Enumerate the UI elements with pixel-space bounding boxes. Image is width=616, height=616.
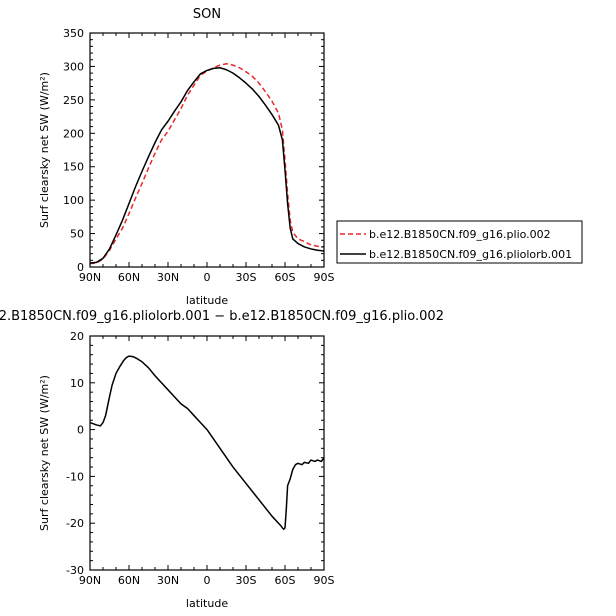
chart-top-xtick-label: 0: [204, 271, 211, 284]
chart-bottom-xtick-label: 90N: [79, 574, 101, 587]
legend: b.e12.B1850CN.f09_g16.plio.002 b.e12.B18…: [336, 220, 583, 264]
chart-bottom-xtick-label: 30S: [236, 574, 257, 587]
legend-box: [336, 220, 583, 264]
chart-bottom-ytick-label: 20: [70, 330, 84, 343]
chart-top-xtick-label: 90N: [79, 271, 101, 284]
chart-top-series-line-2: [89, 67, 325, 264]
chart-bottom-xtick-label: 60N: [118, 574, 140, 587]
chart-top-xtick-label: 60N: [118, 271, 140, 284]
chart-top: SON 90N 60N 30N 0 30S 60S 90S 0 50 100 150 200 250 30…: [38, 7, 583, 307]
chart-top-ytick-label: 250: [63, 94, 84, 107]
chart-bottom-title: b.e12.B1850CN.f09_g16.pliolorb.001 − b.e…: [0, 309, 444, 324]
chart-top-ytick-label: 150: [63, 161, 84, 174]
chart-top-xtick-label: 30N: [157, 271, 179, 284]
chart-bottom: b.e12.B1850CN.f09_g16.pliolorb.001 − b.e…: [0, 309, 444, 610]
legend-label-2: b.e12.B1850CN.f09_g16.pliolorb.001: [369, 248, 572, 261]
chart-top-ytick-label: 100: [63, 194, 84, 207]
chart-top-xtick-label: 90S: [314, 271, 335, 284]
chart-top-ytick-label: 200: [63, 127, 84, 140]
chart-bottom-xtick-label: 0: [204, 574, 211, 587]
chart-bottom-series-line-1: [89, 355, 325, 531]
chart-top-ytick-label: 0: [77, 261, 84, 274]
chart-top-ytick-label: 50: [70, 228, 84, 241]
chart-bottom-ytick-label: -20: [66, 517, 84, 530]
chart-top-ytick-label: 350: [63, 27, 84, 40]
chart-top-xlabel: latitude: [186, 294, 228, 307]
chart-top-xtick-label: 60S: [275, 271, 296, 284]
chart-bottom-ylabel: Surf clearsky net SW (W/m²): [38, 375, 51, 531]
chart-bottom-ytick-label: 10: [70, 377, 84, 390]
chart-bottom-ytick-label: -10: [66, 470, 84, 483]
chart-top-frame: [89, 32, 325, 268]
chart-top-xtick-label: 30S: [236, 271, 257, 284]
chart-top-series-line-1: [89, 63, 325, 265]
chart-bottom-xtick-label: 60S: [275, 574, 296, 587]
chart-top-ytick-label: 300: [63, 60, 84, 73]
chart-top-title: SON: [193, 7, 221, 22]
legend-label-1: b.e12.B1850CN.f09_g16.plio.002: [369, 228, 551, 241]
chart-bottom-xlabel: latitude: [186, 597, 228, 610]
chart-bottom-xtick-label: 90S: [314, 574, 335, 587]
chart-top-ylabel: Surf clearsky net SW (W/m²): [38, 72, 51, 228]
chart-bottom-frame: [89, 335, 325, 571]
chart-bottom-ytick-label: -30: [66, 564, 84, 577]
chart-bottom-ytick-label: 0: [77, 424, 84, 437]
chart-bottom-xtick-label: 30N: [157, 574, 179, 587]
